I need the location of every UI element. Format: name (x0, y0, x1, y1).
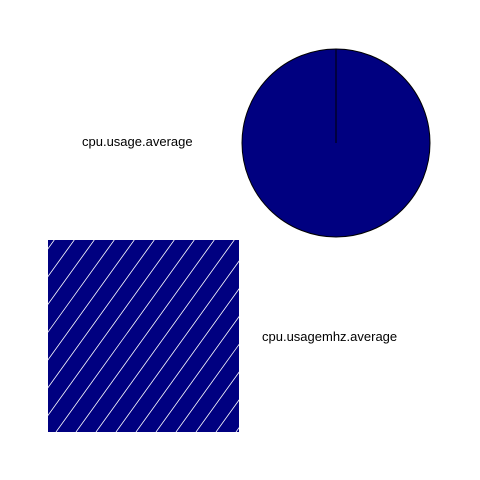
square-hatch-lines (0, 240, 480, 432)
hatch-line (115, 260, 239, 432)
hatch-line (416, 240, 480, 432)
hatch-line (55, 240, 195, 432)
hatch-line (0, 240, 34, 432)
hatch-line (175, 343, 239, 432)
hatch-line (48, 240, 55, 250)
hatch-line (48, 240, 135, 361)
chart-label-cpu-usagemhz-average: cpu.usagemhz.average (262, 329, 398, 344)
square-glyph (48, 240, 239, 432)
chart-label-cpu-usage-average: cpu.usage.average (82, 134, 193, 149)
hatch-line (75, 240, 215, 432)
hatch-line (195, 371, 239, 432)
hatch-line (95, 240, 235, 432)
hatch-line (48, 240, 115, 333)
hatch-line (155, 316, 239, 432)
hatch-line (48, 240, 175, 417)
hatch-line (135, 288, 239, 432)
hatch-line (48, 240, 155, 389)
hatch-line (48, 240, 95, 305)
hatch-line (48, 240, 75, 278)
hatch-line (0, 240, 14, 432)
hatch-line (396, 240, 480, 432)
